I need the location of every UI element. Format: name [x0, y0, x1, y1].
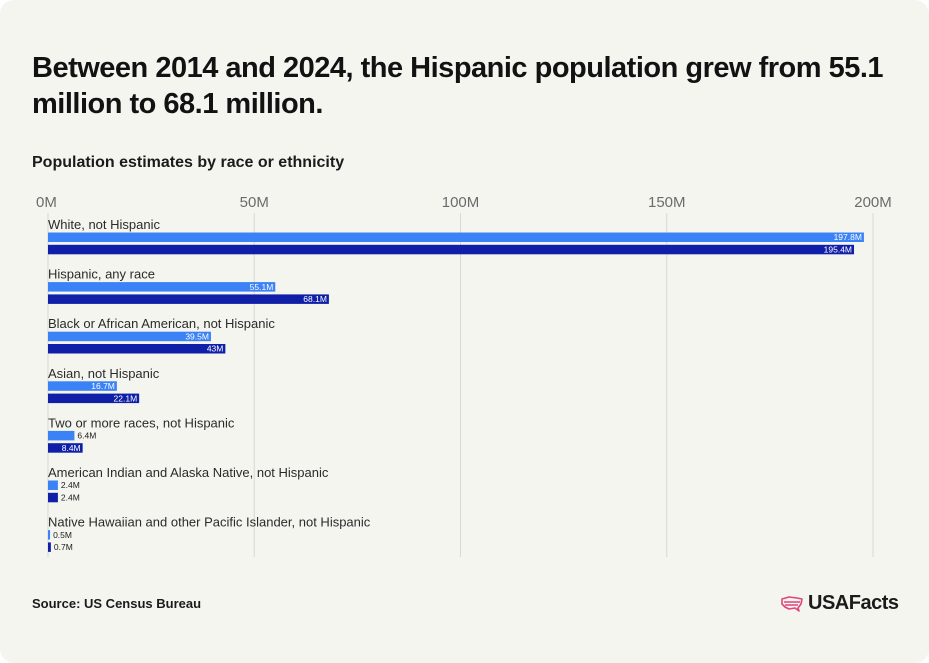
bar-value-label: 8.4M: [62, 443, 81, 453]
bar-value-label: 0.5M: [53, 530, 72, 540]
category-label: American Indian and Alaska Native, not H…: [48, 465, 329, 480]
bar: [48, 244, 855, 255]
bar-value-label: 2.4M: [61, 493, 80, 503]
bar: [48, 282, 276, 292]
bar: [48, 344, 226, 354]
x-tick-label: 150M: [648, 194, 686, 211]
bar-value-label: 39.5M: [185, 331, 209, 341]
bar: [48, 530, 51, 540]
bar: [48, 331, 211, 342]
bar-value-label: 195.4M: [824, 245, 852, 255]
bar: [48, 443, 83, 453]
x-tick-label: 200M: [854, 194, 892, 211]
category-label: Black or African American, not Hispanic: [48, 316, 275, 331]
bar: [48, 294, 329, 304]
bar: [48, 542, 51, 552]
category-label: Asian, not Hispanic: [48, 366, 160, 381]
bar: [48, 393, 140, 404]
x-tick-label: 50M: [240, 194, 269, 211]
bar-value-label: 16.7M: [91, 381, 115, 391]
bar-value-label: 197.8M: [834, 232, 862, 242]
category-label: Hispanic, any race: [48, 267, 155, 282]
bar: [48, 232, 864, 242]
bar-value-label: 2.4M: [61, 480, 80, 490]
us-map-logo-icon: [781, 595, 803, 612]
bar-value-label: 0.7M: [54, 542, 73, 552]
bar: [48, 430, 75, 441]
bar: [48, 381, 117, 391]
source-note: Source: US Census Bureau: [32, 596, 202, 611]
category-label: Native Hawaiian and other Pacific Island…: [48, 515, 371, 530]
chart-subtitle: Population estimates by race or ethnicit…: [32, 154, 345, 171]
bar: [48, 492, 58, 503]
brand-name: USAFacts: [808, 592, 899, 614]
category-label: Two or more races, not Hispanic: [48, 415, 235, 430]
chart-title: Between 2014 and 2024, the Hispanic popu…: [32, 52, 884, 120]
bar-value-label: 43M: [207, 344, 224, 354]
bar-value-label: 22.1M: [114, 393, 138, 403]
bar-value-label: 6.4M: [77, 431, 96, 441]
x-tick-label: 0M: [36, 194, 57, 211]
bar-value-label: 55.1M: [250, 282, 274, 292]
category-label: White, not Hispanic: [48, 217, 160, 232]
brand-logo: USAFacts: [780, 592, 899, 615]
bar: [48, 480, 58, 490]
x-tick-label: 100M: [442, 194, 480, 211]
bar-value-label: 68.1M: [303, 294, 327, 304]
